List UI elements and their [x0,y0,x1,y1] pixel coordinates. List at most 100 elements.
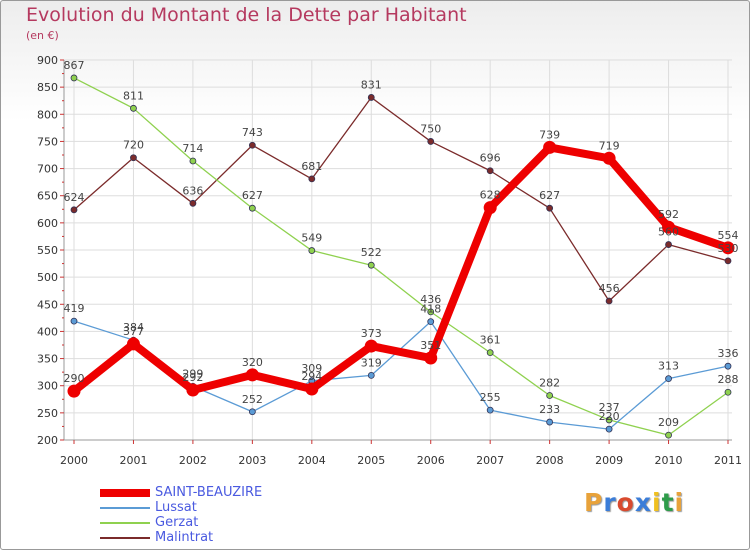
data-point [248,141,256,149]
data-point [546,392,554,399]
data-label: 831 [361,78,382,91]
data-point [602,151,616,165]
data-label: 627 [539,189,560,202]
chart-subtitle: (en €) [26,29,59,42]
data-point [305,382,319,396]
x-tick-label: 2006 [417,454,445,467]
data-point [486,167,494,175]
data-label: 233 [539,403,560,416]
y-axis-ticks: 200 250 300 350 400 450 500 550 600 650 700 750 800 8… [37,54,64,447]
x-tick-label: 2010 [655,454,683,467]
data-point [724,362,732,370]
data-point [721,241,735,255]
data-point [724,388,732,396]
x-tick-label: 2008 [536,454,564,467]
series-group [67,74,735,439]
data-point [546,418,554,426]
y-tick-label: 550 [37,244,58,257]
data-point [248,408,256,416]
data-point [424,351,438,365]
data-point [364,339,378,353]
data-point [605,416,613,424]
data-label: 624 [64,191,85,204]
data-label: 351 [420,339,441,352]
data-point [665,241,672,248]
data-label: 456 [599,282,620,295]
data-label: 750 [420,122,441,135]
y-tick-label: 450 [37,298,58,311]
data-point [308,247,316,254]
series-line-malintrat [73,96,729,302]
data-label: 255 [480,391,501,404]
data-label: 867 [64,59,85,72]
legend-label: Gerzat [155,515,199,530]
data-label: 309 [301,362,322,375]
data-label: 320 [242,356,263,369]
data-label: 209 [658,416,679,429]
legend-swatch [100,489,150,497]
data-label: 681 [301,160,322,173]
data-label: 336 [718,347,739,360]
data-label: 294 [301,370,322,383]
x-tick-label: 2007 [476,454,504,467]
data-label: 530 [718,242,739,255]
data-label: 719 [599,139,620,152]
legend-swatch [100,522,150,524]
data-label: 592 [658,208,679,221]
data-point [665,375,672,383]
data-label: 560 [658,226,679,239]
data-point [724,257,732,265]
data-point [662,220,676,234]
data-point [605,425,613,433]
data-label: 549 [301,232,322,245]
data-point [130,104,137,112]
data-label: 739 [539,128,560,141]
y-tick-label: 900 [37,54,58,67]
legend-label: SAINT-BEAUZIRE [155,485,263,500]
data-point [186,383,200,397]
data-point [248,204,256,212]
data-labels: 624 720 636 743 681 831 750 696 627 456 560 530 867 8… [64,59,739,429]
data-point [427,308,435,316]
data-label: 220 [599,410,620,423]
legend-label: Lussat [155,500,197,515]
legend-swatch [100,507,150,509]
data-point [427,138,435,145]
data-label: 252 [242,393,263,406]
data-point [67,384,81,398]
data-point [543,140,557,154]
data-point [486,349,494,357]
data-label: 299 [182,367,203,380]
x-tick-label: 2005 [357,454,385,467]
data-label: 720 [123,139,144,152]
data-label: 313 [658,360,679,373]
data-label: 373 [361,327,382,340]
data-label: 436 [420,293,441,306]
data-point [367,94,375,101]
data-point [126,337,140,351]
data-label: 384 [123,321,144,334]
y-tick-label: 600 [37,217,58,230]
data-point [189,199,197,207]
grid-lines [64,59,732,441]
y-tick-label: 650 [37,190,58,203]
data-point [367,261,375,269]
x-tick-label: 2000 [60,454,88,467]
data-point [427,318,435,326]
x-axis-ticks: 2000 2001 2002 2003 2004 2005 2006 2007 2008 2009… [60,440,742,467]
x-tick-label: 2004 [298,454,326,467]
y-tick-label: 400 [37,325,58,338]
y-tick-label: 750 [37,135,58,148]
y-tick-label: 800 [37,108,58,121]
data-label: 554 [718,229,739,242]
data-point [308,175,316,183]
x-tick-label: 2003 [238,454,266,467]
y-tick-label: 300 [37,380,58,393]
data-point [245,368,259,382]
data-label: 282 [539,376,560,389]
data-label: 288 [718,373,739,386]
y-tick-label: 850 [37,81,58,94]
data-label: 627 [242,189,263,202]
